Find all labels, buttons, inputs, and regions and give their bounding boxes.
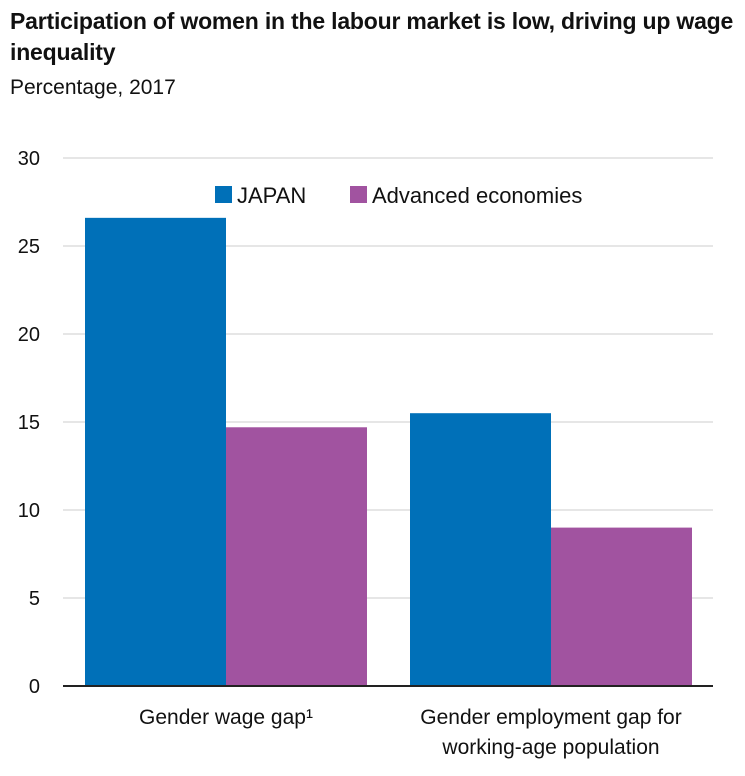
y-tick-label: 0 [29,676,40,698]
y-tick-label: 10 [18,500,40,522]
legend: JAPAN Advanced economies [215,183,582,208]
bars [85,217,692,686]
legend-swatch [350,186,367,203]
y-tick-label: 30 [18,148,40,170]
legend-label: JAPAN [237,183,306,208]
chart-subtitle: Percentage, 2017 [10,76,176,99]
y-axis-ticks: 0 5 10 15 20 25 30 [18,148,40,698]
y-tick-label: 25 [18,236,40,258]
y-tick-label: 5 [29,588,40,610]
category-label: working-age population [441,736,659,759]
category-labels: Gender wage gap¹ Gender employment gap fo… [139,706,682,759]
y-tick-label: 20 [18,324,40,346]
bar-advanced-economies-0 [226,427,367,686]
legend-label: Advanced economies [372,183,582,208]
bar-advanced-economies-1 [551,527,692,686]
category-label: Gender employment gap for [420,706,681,729]
chart-title: Participation of women in the labour mar… [10,8,734,65]
legend-swatch [215,186,232,203]
bar-japan-1 [410,413,551,686]
category-label: Gender wage gap¹ [139,706,313,729]
y-tick-label: 15 [18,412,40,434]
bar-japan-0 [85,217,226,686]
